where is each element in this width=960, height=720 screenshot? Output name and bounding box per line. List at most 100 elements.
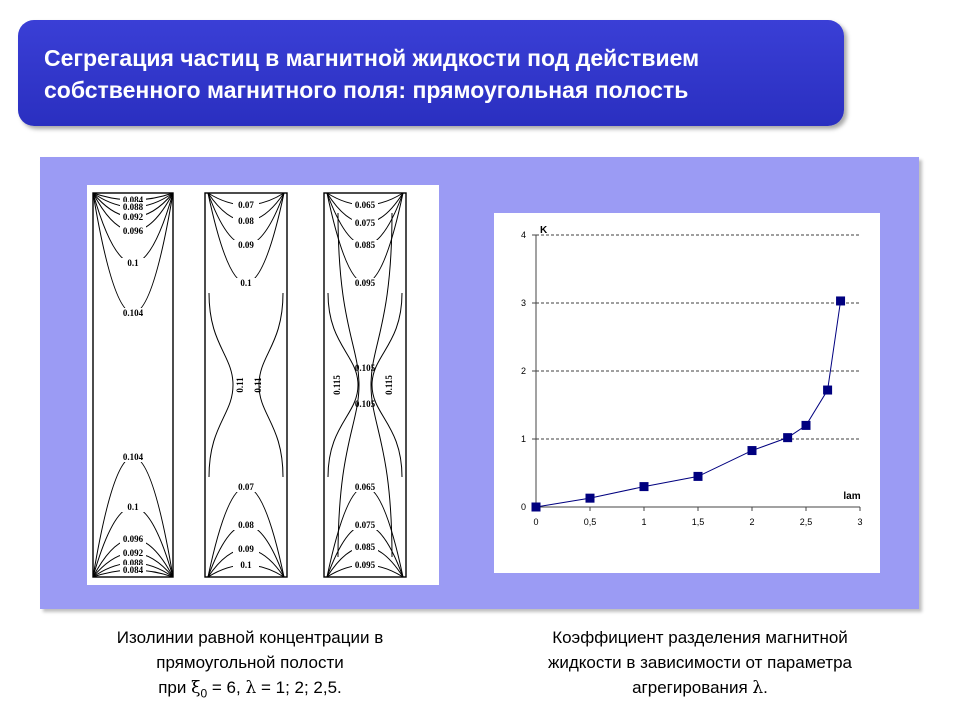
isoline-label-p1-top-3: 0.096 bbox=[123, 226, 144, 236]
isolabel-bg bbox=[120, 548, 146, 558]
xi-subscript: 0 bbox=[200, 686, 208, 701]
isoline-label-p1-bot-4: 0.088 bbox=[123, 558, 144, 568]
isoline-label-p3-bot-1: 0.085 bbox=[355, 542, 376, 552]
isolabel-bg bbox=[120, 565, 146, 575]
isolabel-bg bbox=[120, 258, 146, 268]
isolabel-bg bbox=[233, 482, 259, 492]
isoline-label-p3-bot-0: 0.095 bbox=[355, 560, 376, 570]
isoline-label-p2-mid-1: 0.11 bbox=[253, 377, 263, 393]
x-tick-label-2: 1 bbox=[641, 517, 646, 527]
isoline-label-p3-top-0: 0.065 bbox=[355, 200, 376, 210]
isolabel-bg bbox=[233, 240, 259, 250]
isolabel-bg bbox=[120, 212, 146, 222]
isoline-label-p2-top-1: 0.08 bbox=[238, 216, 254, 226]
isoline-label-p2-top-3: 0.1 bbox=[240, 278, 252, 288]
isolabel-bg bbox=[120, 195, 146, 205]
isoline-label-p2-bot-3: 0.07 bbox=[238, 482, 254, 492]
data-point-0 bbox=[531, 502, 541, 512]
isolabel-bg bbox=[352, 560, 378, 570]
isoline-label-p1-bot-2: 0.096 bbox=[123, 534, 144, 544]
lambda-symbol: λ bbox=[245, 678, 257, 698]
isolabel-bg bbox=[352, 520, 378, 530]
y-tick-label-4: 4 bbox=[521, 230, 526, 240]
isolabel-bg bbox=[120, 452, 146, 462]
x-tick-label-5: 2,5 bbox=[800, 517, 813, 527]
isolines-svg: 0.0840.0880.0920.0960.10.1040.1040.10.09… bbox=[92, 192, 407, 578]
data-point-8 bbox=[836, 296, 846, 306]
isolabel-bg bbox=[120, 534, 146, 544]
y-axis-label: K bbox=[540, 225, 548, 236]
data-point-4 bbox=[747, 446, 757, 456]
isoline-label-p3-mid-3: 0.105 bbox=[355, 399, 376, 409]
isoline-label-p1-top-4: 0.1 bbox=[127, 258, 139, 268]
isolabel-bg bbox=[352, 240, 378, 250]
isolabel-bg bbox=[233, 200, 259, 210]
isolabel-bg bbox=[120, 202, 146, 212]
isoline-p3-inner-1 bbox=[370, 212, 393, 558]
isoline-label-p3-bot-3: 0.065 bbox=[355, 482, 376, 492]
title-line-1: Сегрегация частиц в магнитной жидкости п… bbox=[44, 45, 700, 71]
y-tick-label-1: 1 bbox=[521, 434, 526, 444]
title-line-2: собственного магнитного поля: прямоуголь… bbox=[44, 77, 689, 103]
isolabel-bg bbox=[233, 560, 259, 570]
caption-isolines: Изолинии равной концентрации в прямоугол… bbox=[60, 625, 440, 706]
x-axis-label: lam bbox=[843, 491, 860, 502]
isolabel-bg bbox=[352, 218, 378, 228]
caption-right-line-3: агрегирования λ. bbox=[490, 675, 910, 701]
isolabel-bg bbox=[120, 558, 146, 568]
isolabel-bg bbox=[120, 308, 146, 318]
isoline-label-p3-top-1: 0.075 bbox=[355, 218, 376, 228]
isoline-label-p1-top-1: 0.088 bbox=[123, 202, 144, 212]
isoline-p3-side-1 bbox=[371, 292, 403, 478]
isoline-label-p3-mid-1: 0.115 bbox=[332, 375, 342, 395]
isoline-p3-side-0 bbox=[327, 292, 359, 478]
isoline-label-p1-bot-3: 0.092 bbox=[123, 548, 144, 558]
isolabel-bg bbox=[352, 200, 378, 210]
lambda-symbol-right: λ bbox=[752, 678, 764, 698]
isolabel-bg bbox=[233, 520, 259, 530]
isoline-label-p2-top-2: 0.09 bbox=[238, 240, 254, 250]
caption-chart: Коэффициент разделения магнитной жидкост… bbox=[490, 625, 910, 701]
isoline-label-p2-mid-0: 0.11 bbox=[235, 377, 245, 393]
caption-left-line-2: прямоугольной полости bbox=[156, 653, 344, 672]
isolines-figure: 0.084 0.088 0.092 0.096 0.1 0.104 0.104 0.1 0.09… bbox=[87, 185, 439, 585]
y-tick-label-2: 2 bbox=[521, 366, 526, 376]
caption-right-line-1: Коэффициент разделения магнитной bbox=[552, 628, 848, 647]
isoline-label-p3-mid-0: 0.105 bbox=[355, 363, 376, 373]
data-point-5 bbox=[783, 433, 793, 443]
isoline-p3-inner-0 bbox=[337, 212, 360, 558]
isoline-panel-3-frame bbox=[323, 192, 407, 578]
caption-right-pre: агрегирования bbox=[632, 678, 753, 697]
x-tick-label-1: 0,5 bbox=[584, 517, 597, 527]
isoline-label-p1-top-0: 0.084 bbox=[123, 195, 144, 205]
isoline-panel-1-frame bbox=[92, 192, 174, 578]
isoline-label-p3-bot-2: 0.075 bbox=[355, 520, 376, 530]
y-tick-label-0: 0 bbox=[521, 502, 526, 512]
data-point-7 bbox=[823, 385, 833, 395]
caption-left-post: = 1; 2; 2,5. bbox=[256, 678, 342, 697]
isolabel-bg bbox=[233, 216, 259, 226]
caption-right-line-2: жидкости в зависимости от параметра bbox=[548, 653, 852, 672]
isoline-label-p3-top-3: 0.095 bbox=[355, 278, 376, 288]
series-line bbox=[535, 300, 842, 508]
isoline-panel-2-frame bbox=[204, 192, 288, 578]
isolabel-bg bbox=[352, 542, 378, 552]
isolabel-bg bbox=[233, 278, 259, 288]
isolabel-bg bbox=[352, 482, 378, 492]
isoline-label-p2-top-0: 0.07 bbox=[238, 200, 254, 210]
isolabel-bg bbox=[233, 544, 259, 554]
data-point-6 bbox=[801, 420, 811, 430]
isolabel-bg bbox=[120, 226, 146, 236]
isoline-label-p2-bot-2: 0.08 bbox=[238, 520, 254, 530]
caption-left-line-3: при ξ0 = 6, λ = 1; 2; 2,5. bbox=[60, 675, 440, 706]
isoline-p2-side-0 bbox=[208, 292, 234, 478]
x-tick-label-0: 0 bbox=[533, 517, 538, 527]
title-banner: Сегрегация частиц в магнитной жидкости п… bbox=[18, 20, 844, 126]
isoline-label-p1-top-2: 0.092 bbox=[123, 212, 144, 222]
caption-left-line-1: Изолинии равной концентрации в bbox=[116, 628, 384, 647]
isoline-label-p1-top-5: 0.104 bbox=[123, 308, 144, 318]
data-point-2 bbox=[639, 482, 649, 492]
isolabel-bg bbox=[352, 278, 378, 288]
isoline-label-p2-bot-1: 0.09 bbox=[238, 544, 254, 554]
isoline-label-p1-bot-0: 0.104 bbox=[123, 452, 144, 462]
